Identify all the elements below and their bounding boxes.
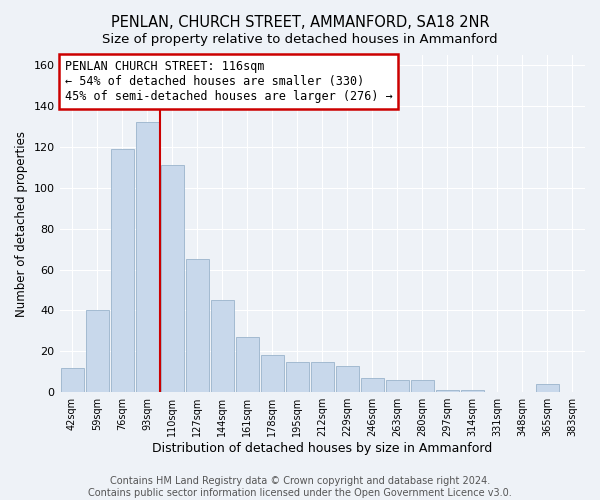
Text: PENLAN CHURCH STREET: 116sqm
← 54% of detached houses are smaller (330)
45% of s: PENLAN CHURCH STREET: 116sqm ← 54% of de… xyxy=(65,60,392,103)
Bar xyxy=(311,362,334,392)
Bar xyxy=(86,310,109,392)
Text: Size of property relative to detached houses in Ammanford: Size of property relative to detached ho… xyxy=(102,32,498,46)
Bar xyxy=(411,380,434,392)
Text: PENLAN, CHURCH STREET, AMMANFORD, SA18 2NR: PENLAN, CHURCH STREET, AMMANFORD, SA18 2… xyxy=(110,15,490,30)
Bar xyxy=(110,149,134,392)
Text: Contains HM Land Registry data © Crown copyright and database right 2024.
Contai: Contains HM Land Registry data © Crown c… xyxy=(88,476,512,498)
Bar xyxy=(185,260,209,392)
Bar xyxy=(461,390,484,392)
Bar xyxy=(136,122,158,392)
Bar xyxy=(386,380,409,392)
Bar xyxy=(61,368,83,392)
Bar xyxy=(361,378,384,392)
Bar xyxy=(536,384,559,392)
Bar xyxy=(211,300,233,392)
Bar xyxy=(161,166,184,392)
Bar xyxy=(336,366,359,392)
X-axis label: Distribution of detached houses by size in Ammanford: Distribution of detached houses by size … xyxy=(152,442,493,455)
Y-axis label: Number of detached properties: Number of detached properties xyxy=(15,130,28,316)
Bar xyxy=(286,362,309,392)
Bar xyxy=(236,337,259,392)
Bar xyxy=(436,390,459,392)
Bar xyxy=(261,356,284,392)
